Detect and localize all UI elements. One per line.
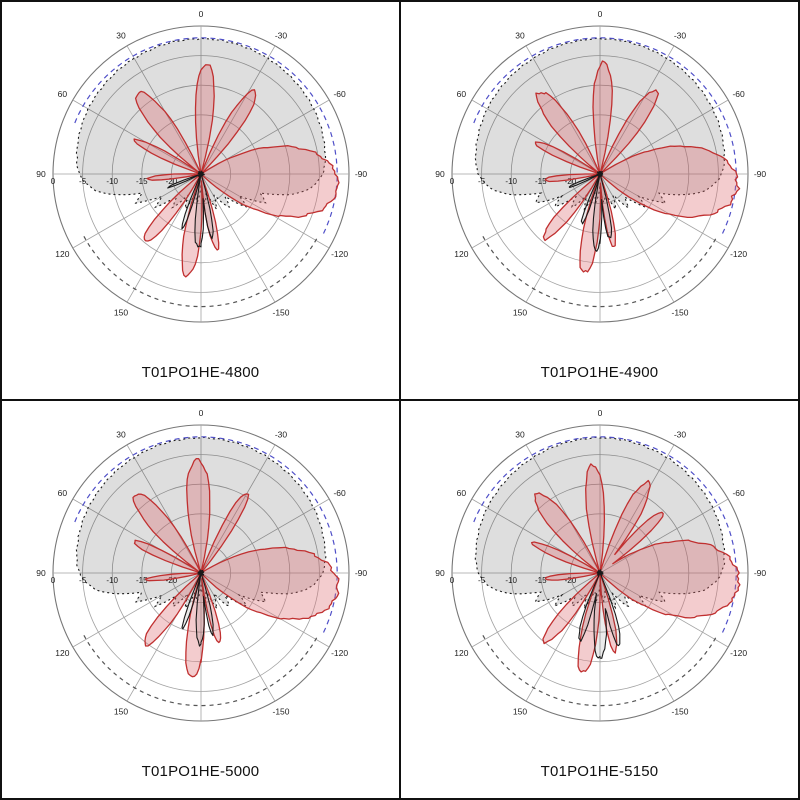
svg-text:90: 90 xyxy=(435,169,445,179)
svg-text:0: 0 xyxy=(597,9,602,19)
svg-text:90: 90 xyxy=(435,568,445,578)
pattern-panel: 0 -30 -60 -90 -120 -150 150 120 90 60 30 0 -5 -10 -15 -… xyxy=(1,1,400,400)
polar-plot: 0 -30 -60 -90 -120 -150 150 120 90 60 30 0 -5 -10 -15 -… xyxy=(36,408,367,722)
panel-title: T01PO1HE-5000 xyxy=(141,763,260,780)
pattern-panel: 0 -30 -60 -90 -120 -150 150 120 90 60 30 0 -5 -10 -15 -… xyxy=(400,1,799,400)
polar-plot: 0 -30 -60 -90 -120 -150 150 120 90 60 30 0 -5 -10 -15 -… xyxy=(435,408,766,722)
svg-text:120: 120 xyxy=(55,648,69,658)
pattern-panel: 0 -30 -60 -90 -120 -150 150 120 90 60 30 0 -5 -10 -15 -… xyxy=(1,400,400,799)
svg-text:-10: -10 xyxy=(505,576,517,585)
svg-text:-30: -30 xyxy=(673,30,686,40)
svg-text:-20: -20 xyxy=(564,177,576,186)
svg-text:-15: -15 xyxy=(136,177,148,186)
svg-text:-60: -60 xyxy=(732,488,745,498)
svg-text:0: 0 xyxy=(597,408,602,418)
svg-text:-120: -120 xyxy=(730,648,747,658)
svg-text:60: 60 xyxy=(456,89,466,99)
svg-text:30: 30 xyxy=(515,30,525,40)
svg-text:-30: -30 xyxy=(673,429,686,439)
svg-text:90: 90 xyxy=(36,169,46,179)
svg-text:30: 30 xyxy=(116,30,126,40)
svg-text:-120: -120 xyxy=(730,249,747,259)
svg-text:30: 30 xyxy=(515,429,525,439)
svg-text:-60: -60 xyxy=(333,89,346,99)
svg-text:-90: -90 xyxy=(753,169,766,179)
svg-text:-10: -10 xyxy=(106,576,118,585)
svg-text:-20: -20 xyxy=(165,576,177,585)
svg-text:60: 60 xyxy=(456,488,466,498)
svg-text:150: 150 xyxy=(512,308,526,318)
svg-text:-5: -5 xyxy=(478,177,486,186)
svg-text:150: 150 xyxy=(113,707,127,717)
svg-text:120: 120 xyxy=(55,249,69,259)
svg-text:-30: -30 xyxy=(274,429,287,439)
svg-text:-150: -150 xyxy=(671,308,688,318)
polar-plot: 0 -30 -60 -90 -120 -150 150 120 90 60 30 0 -5 -10 -15 -… xyxy=(36,9,367,323)
svg-text:90: 90 xyxy=(36,568,46,578)
svg-text:-90: -90 xyxy=(354,169,367,179)
svg-text:120: 120 xyxy=(454,249,468,259)
svg-text:-120: -120 xyxy=(331,648,348,658)
svg-text:150: 150 xyxy=(113,308,127,318)
svg-text:-30: -30 xyxy=(274,30,287,40)
svg-text:-5: -5 xyxy=(478,576,486,585)
svg-text:-5: -5 xyxy=(79,576,87,585)
svg-text:-150: -150 xyxy=(272,308,289,318)
svg-text:0: 0 xyxy=(198,9,203,19)
polar-plot: 0 -30 -60 -90 -120 -150 150 120 90 60 30 0 -5 -10 -15 -… xyxy=(435,9,766,323)
pattern-panel: 0 -30 -60 -90 -120 -150 150 120 90 60 30 0 -5 -10 -15 -… xyxy=(400,400,799,799)
svg-text:-20: -20 xyxy=(564,576,576,585)
svg-text:120: 120 xyxy=(454,648,468,658)
svg-text:-15: -15 xyxy=(535,177,547,186)
svg-text:-20: -20 xyxy=(165,177,177,186)
svg-text:-15: -15 xyxy=(136,576,148,585)
svg-text:0: 0 xyxy=(50,177,55,186)
svg-text:-90: -90 xyxy=(354,568,367,578)
svg-text:-150: -150 xyxy=(671,707,688,717)
svg-text:-90: -90 xyxy=(753,568,766,578)
svg-text:-10: -10 xyxy=(505,177,517,186)
svg-text:150: 150 xyxy=(512,707,526,717)
svg-text:60: 60 xyxy=(57,89,67,99)
svg-text:-60: -60 xyxy=(732,89,745,99)
svg-text:-150: -150 xyxy=(272,707,289,717)
svg-text:0: 0 xyxy=(198,408,203,418)
panel-title: T01PO1HE-4900 xyxy=(540,364,659,381)
svg-text:-5: -5 xyxy=(79,177,87,186)
svg-text:0: 0 xyxy=(50,576,55,585)
svg-text:-10: -10 xyxy=(106,177,118,186)
svg-text:-60: -60 xyxy=(333,488,346,498)
svg-text:30: 30 xyxy=(116,429,126,439)
svg-text:60: 60 xyxy=(57,488,67,498)
svg-text:0: 0 xyxy=(449,576,454,585)
svg-text:0: 0 xyxy=(449,177,454,186)
svg-text:-15: -15 xyxy=(535,576,547,585)
panel-title: T01PO1HE-5150 xyxy=(540,763,659,780)
panel-title: T01PO1HE-4800 xyxy=(141,364,260,381)
svg-text:-120: -120 xyxy=(331,249,348,259)
